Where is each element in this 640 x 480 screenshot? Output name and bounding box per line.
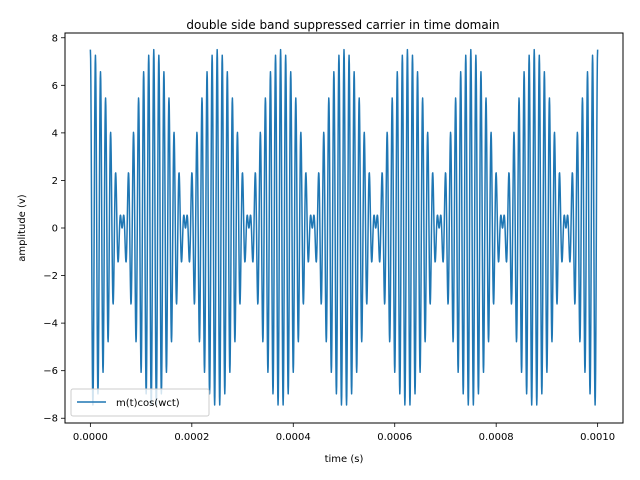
x-tick-label: 0.0000: [73, 432, 108, 443]
y-tick-label: 4: [52, 128, 58, 139]
legend: m(t)cos(wct): [70, 388, 210, 417]
x-tick-label: 0.0010: [580, 432, 615, 443]
y-tick-label: −4: [43, 319, 58, 330]
chart-title: double side band suppressed carrier in t…: [186, 18, 499, 32]
y-tick-label: −2: [43, 271, 58, 282]
x-tick-label: 0.0006: [377, 432, 412, 443]
series-layer: [89, 48, 599, 406]
x-axis-ticks: 0.0000 0.0002 0.0004 0.0006 0.0008 0.0010: [73, 423, 615, 443]
legend-box: [70, 388, 210, 417]
series-line-0: [89, 48, 599, 406]
y-tick-label: 8: [52, 33, 58, 44]
x-tick-label: 0.0008: [479, 432, 514, 443]
y-tick-label: −8: [43, 414, 58, 425]
y-axis-ticks: −8 −6 −4 −2 0 2 4 6 8: [43, 33, 65, 425]
y-tick-label: −6: [43, 366, 58, 377]
y-tick-label: 2: [52, 176, 58, 187]
y-axis-label: amplitude (v): [17, 194, 28, 262]
x-tick-label: 0.0004: [276, 432, 311, 443]
y-tick-label: 6: [52, 81, 58, 92]
y-tick-label: 0: [52, 224, 58, 235]
x-tick-label: 0.0002: [174, 432, 209, 443]
legend-label: m(t)cos(wct): [116, 398, 180, 409]
x-axis-label: time (s): [325, 454, 364, 465]
